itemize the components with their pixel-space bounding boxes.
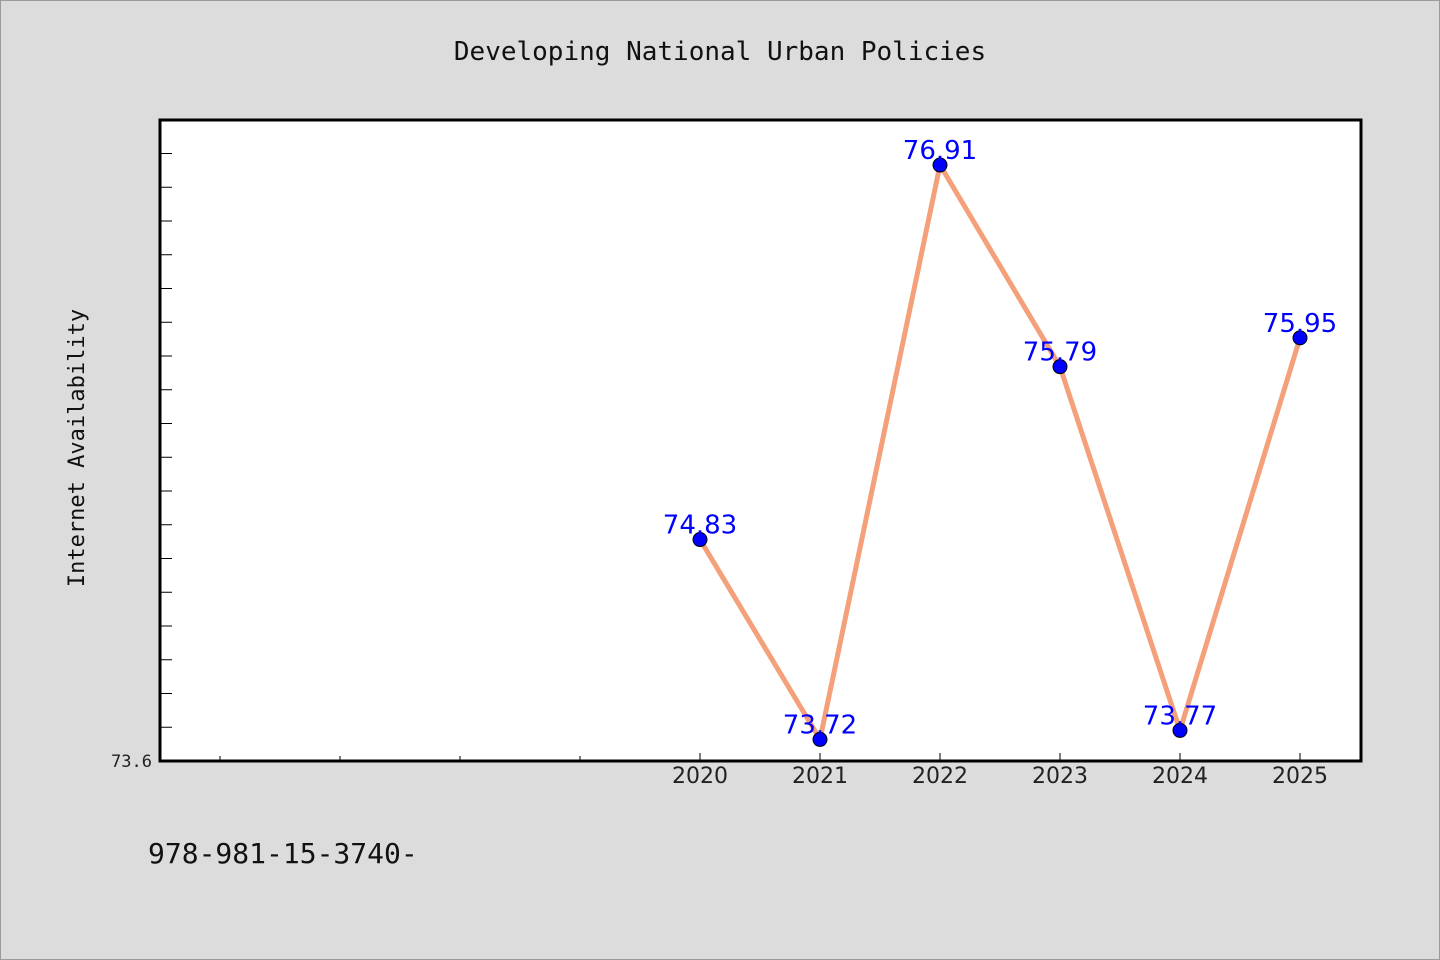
data-label: 75.95 <box>1263 309 1337 339</box>
data-point <box>1292 330 1308 346</box>
data-label: 76.91 <box>903 136 977 166</box>
data-point <box>932 157 948 173</box>
plot-area <box>160 120 1361 761</box>
y-tick-labels: 73.6 <box>111 752 152 772</box>
data-point <box>1052 359 1068 375</box>
chart-title: Developing National Urban Policies <box>454 37 986 67</box>
series-line <box>697 162 1303 742</box>
axis-ticks <box>160 153 1301 762</box>
footer-isbn: 978-981-15-3740- <box>148 837 418 870</box>
x-tick-label: 2023 <box>1032 764 1088 789</box>
data-label: 73.72 <box>783 710 857 740</box>
x-tick-label: 2022 <box>912 764 968 789</box>
x-tick-label: 2024 <box>1152 764 1208 789</box>
series-markers <box>692 157 1308 747</box>
series-line-group <box>697 162 1303 742</box>
x-tick-label: 2021 <box>792 764 848 789</box>
data-point <box>1172 722 1188 738</box>
y-axis-label: Internet Availability <box>65 309 90 587</box>
data-labels: 74.83 73.72 76.91 75.79 73.77 75.95 <box>663 136 1337 740</box>
x-tick-labels: 2020 2021 2022 2023 2024 2025 <box>672 764 1328 789</box>
data-label: 73.77 <box>1143 701 1217 731</box>
y-tick-label: 73.6 <box>111 752 152 772</box>
data-label: 75.79 <box>1023 338 1097 368</box>
x-tick-label: 2020 <box>672 764 728 789</box>
x-tick-label: 2025 <box>1272 764 1328 789</box>
plot-border <box>158 118 1363 763</box>
data-point <box>812 731 828 747</box>
data-label: 74.83 <box>663 511 737 541</box>
data-point <box>692 532 708 548</box>
